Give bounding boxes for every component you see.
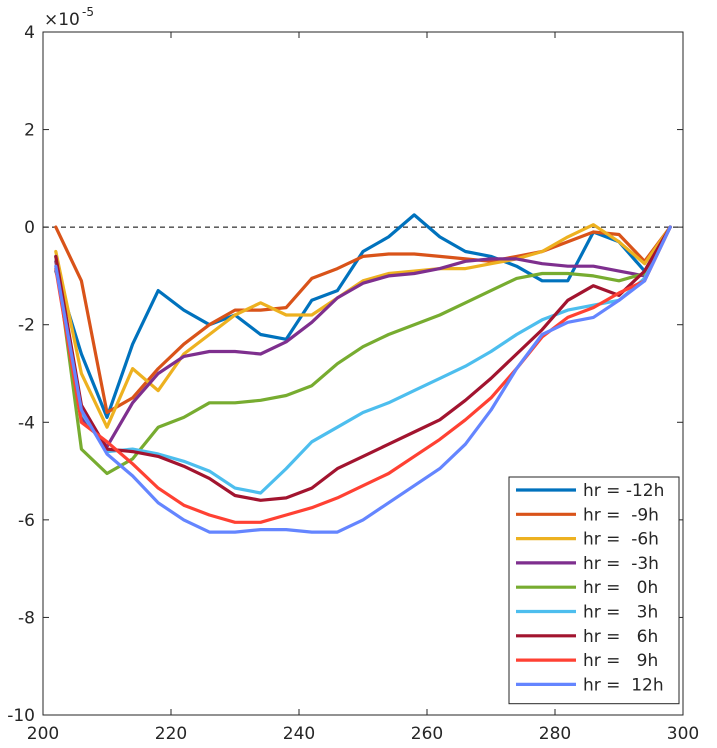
series-line-1 (54, 225, 672, 415)
series-line-6 (54, 225, 672, 502)
series-line-0 (54, 213, 672, 419)
y-multiplier-base: ×10 (44, 10, 80, 30)
y-tick-label: -2 (18, 316, 35, 336)
series-line-5 (54, 225, 672, 495)
legend-label-6: hr = 6h (583, 627, 658, 647)
legend-label-2: hr = -6h (583, 530, 659, 550)
y-axis-multiplier: ×10 -5 (44, 5, 94, 30)
x-tick-label: 300 (667, 724, 699, 744)
tick-labels: 200 220 240 260 280 300 -10 -8 -6 -4 -2 0 2 4 (7, 23, 699, 744)
series-line-4 (54, 225, 672, 476)
legend: hr = -12h hr = -9h hr = -6h hr = -3h hr = 0h… (508, 476, 680, 705)
series-line-8 (54, 225, 672, 534)
axes-box (42, 31, 684, 716)
legend-label-7: hr = 9h (583, 651, 658, 671)
axes (42, 31, 684, 716)
y-multiplier-exponent: -5 (82, 5, 94, 19)
x-tick-label: 200 (27, 724, 59, 744)
legend-label-8: hr = 12h (583, 675, 664, 695)
y-tick-label: -8 (18, 608, 35, 628)
legend-label-1: hr = -9h (583, 505, 659, 525)
series-line-7 (54, 225, 672, 524)
x-tick-label: 280 (539, 724, 571, 744)
x-tick-label: 240 (283, 724, 315, 744)
legend-label-5: hr = 3h (583, 603, 658, 623)
series-line-3 (54, 225, 672, 449)
x-tick-label: 220 (155, 724, 187, 744)
y-tick-label: 0 (24, 218, 35, 238)
y-tick-label: -10 (7, 706, 35, 726)
legend-label-3: hr = -3h (583, 554, 659, 574)
y-tick-label: -4 (18, 413, 35, 433)
legend-label-4: hr = 0h (583, 578, 658, 598)
y-tick-label: -6 (18, 511, 35, 531)
y-tick-label: 2 (24, 121, 35, 141)
legend-label-0: hr = -12h (583, 481, 664, 501)
y-tick-label: 4 (24, 23, 35, 43)
x-tick-label: 260 (411, 724, 443, 744)
series-lines (54, 213, 672, 534)
series-line-2 (54, 223, 672, 429)
